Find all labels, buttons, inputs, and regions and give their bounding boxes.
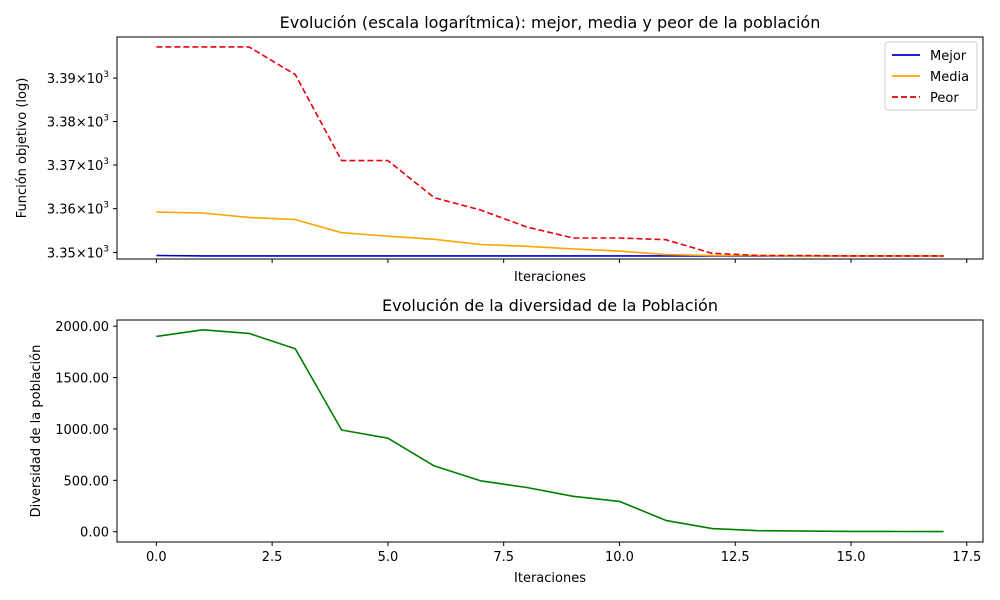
y-axis-ticks: 3.35×103 3.36×103 3.37×103 3.38×103 3.39×103 — [47, 70, 117, 261]
legend-box — [884, 41, 978, 111]
plot-area — [156, 46, 944, 257]
x-tick-label: 5.0 — [378, 550, 399, 565]
y-axis-ticks: 0.00 500.00 1000.00 1500.00 2000.00 — [55, 320, 117, 541]
y-axis-label: Función objetivo (log) — [15, 78, 30, 219]
chart-title: Evolución de la diversidad de la Poblaci… — [382, 296, 718, 315]
x-tick-label: 17.5 — [952, 550, 981, 565]
x-tick-label: 15.0 — [837, 550, 866, 565]
y-tick-label: 2000.00 — [55, 320, 109, 335]
x-tick-label: 0.0 — [146, 550, 167, 565]
y-tick-label: 0.00 — [80, 526, 109, 541]
x-axis-label: Iteraciones — [514, 571, 586, 586]
x-tick-label: 7.5 — [493, 550, 514, 565]
x-tick-label: 2.5 — [262, 550, 283, 565]
y-axis-label: Diversidad de la población — [29, 345, 44, 518]
y-tick-label: 3.39×103 — [47, 70, 109, 87]
x-axis-label: Iteraciones — [514, 270, 586, 285]
series-line-media — [156, 211, 944, 257]
axes-frame — [116, 36, 984, 260]
chart-bottom: Evolución de la diversidad de la Poblaci… — [29, 296, 984, 586]
legend-label-peor: Peor — [930, 91, 959, 106]
legend: Mejor Media Peor — [884, 41, 978, 111]
chart-title: Evolución (escala logarítmica): mejor, m… — [280, 13, 821, 32]
legend-label-media: Media — [930, 70, 969, 85]
plot-area — [156, 328, 944, 533]
x-axis-ticks: 0.0 2.5 5.0 7.5 10.0 12.5 15.0 17.5 — [146, 542, 981, 565]
y-tick-label: 3.38×103 — [47, 113, 109, 130]
y-tick-label: 3.35×103 — [47, 244, 109, 261]
x-tick-label: 12.5 — [721, 550, 750, 565]
chart-top: Evolución (escala logarítmica): mejor, m… — [15, 13, 984, 285]
y-tick-label: 1000.00 — [55, 423, 109, 438]
y-tick-label: 1500.00 — [55, 372, 109, 387]
axes-frame — [116, 319, 984, 543]
series-line-peor — [156, 46, 944, 257]
y-tick-label: 3.36×103 — [47, 201, 109, 218]
x-axis-ticks — [155, 259, 968, 263]
x-tick-label: 10.0 — [605, 550, 634, 565]
legend-label-mejor: Mejor — [930, 49, 967, 64]
series-line-diversidad — [156, 328, 944, 533]
y-tick-label: 500.00 — [64, 474, 110, 489]
y-tick-label: 3.37×103 — [47, 157, 109, 174]
